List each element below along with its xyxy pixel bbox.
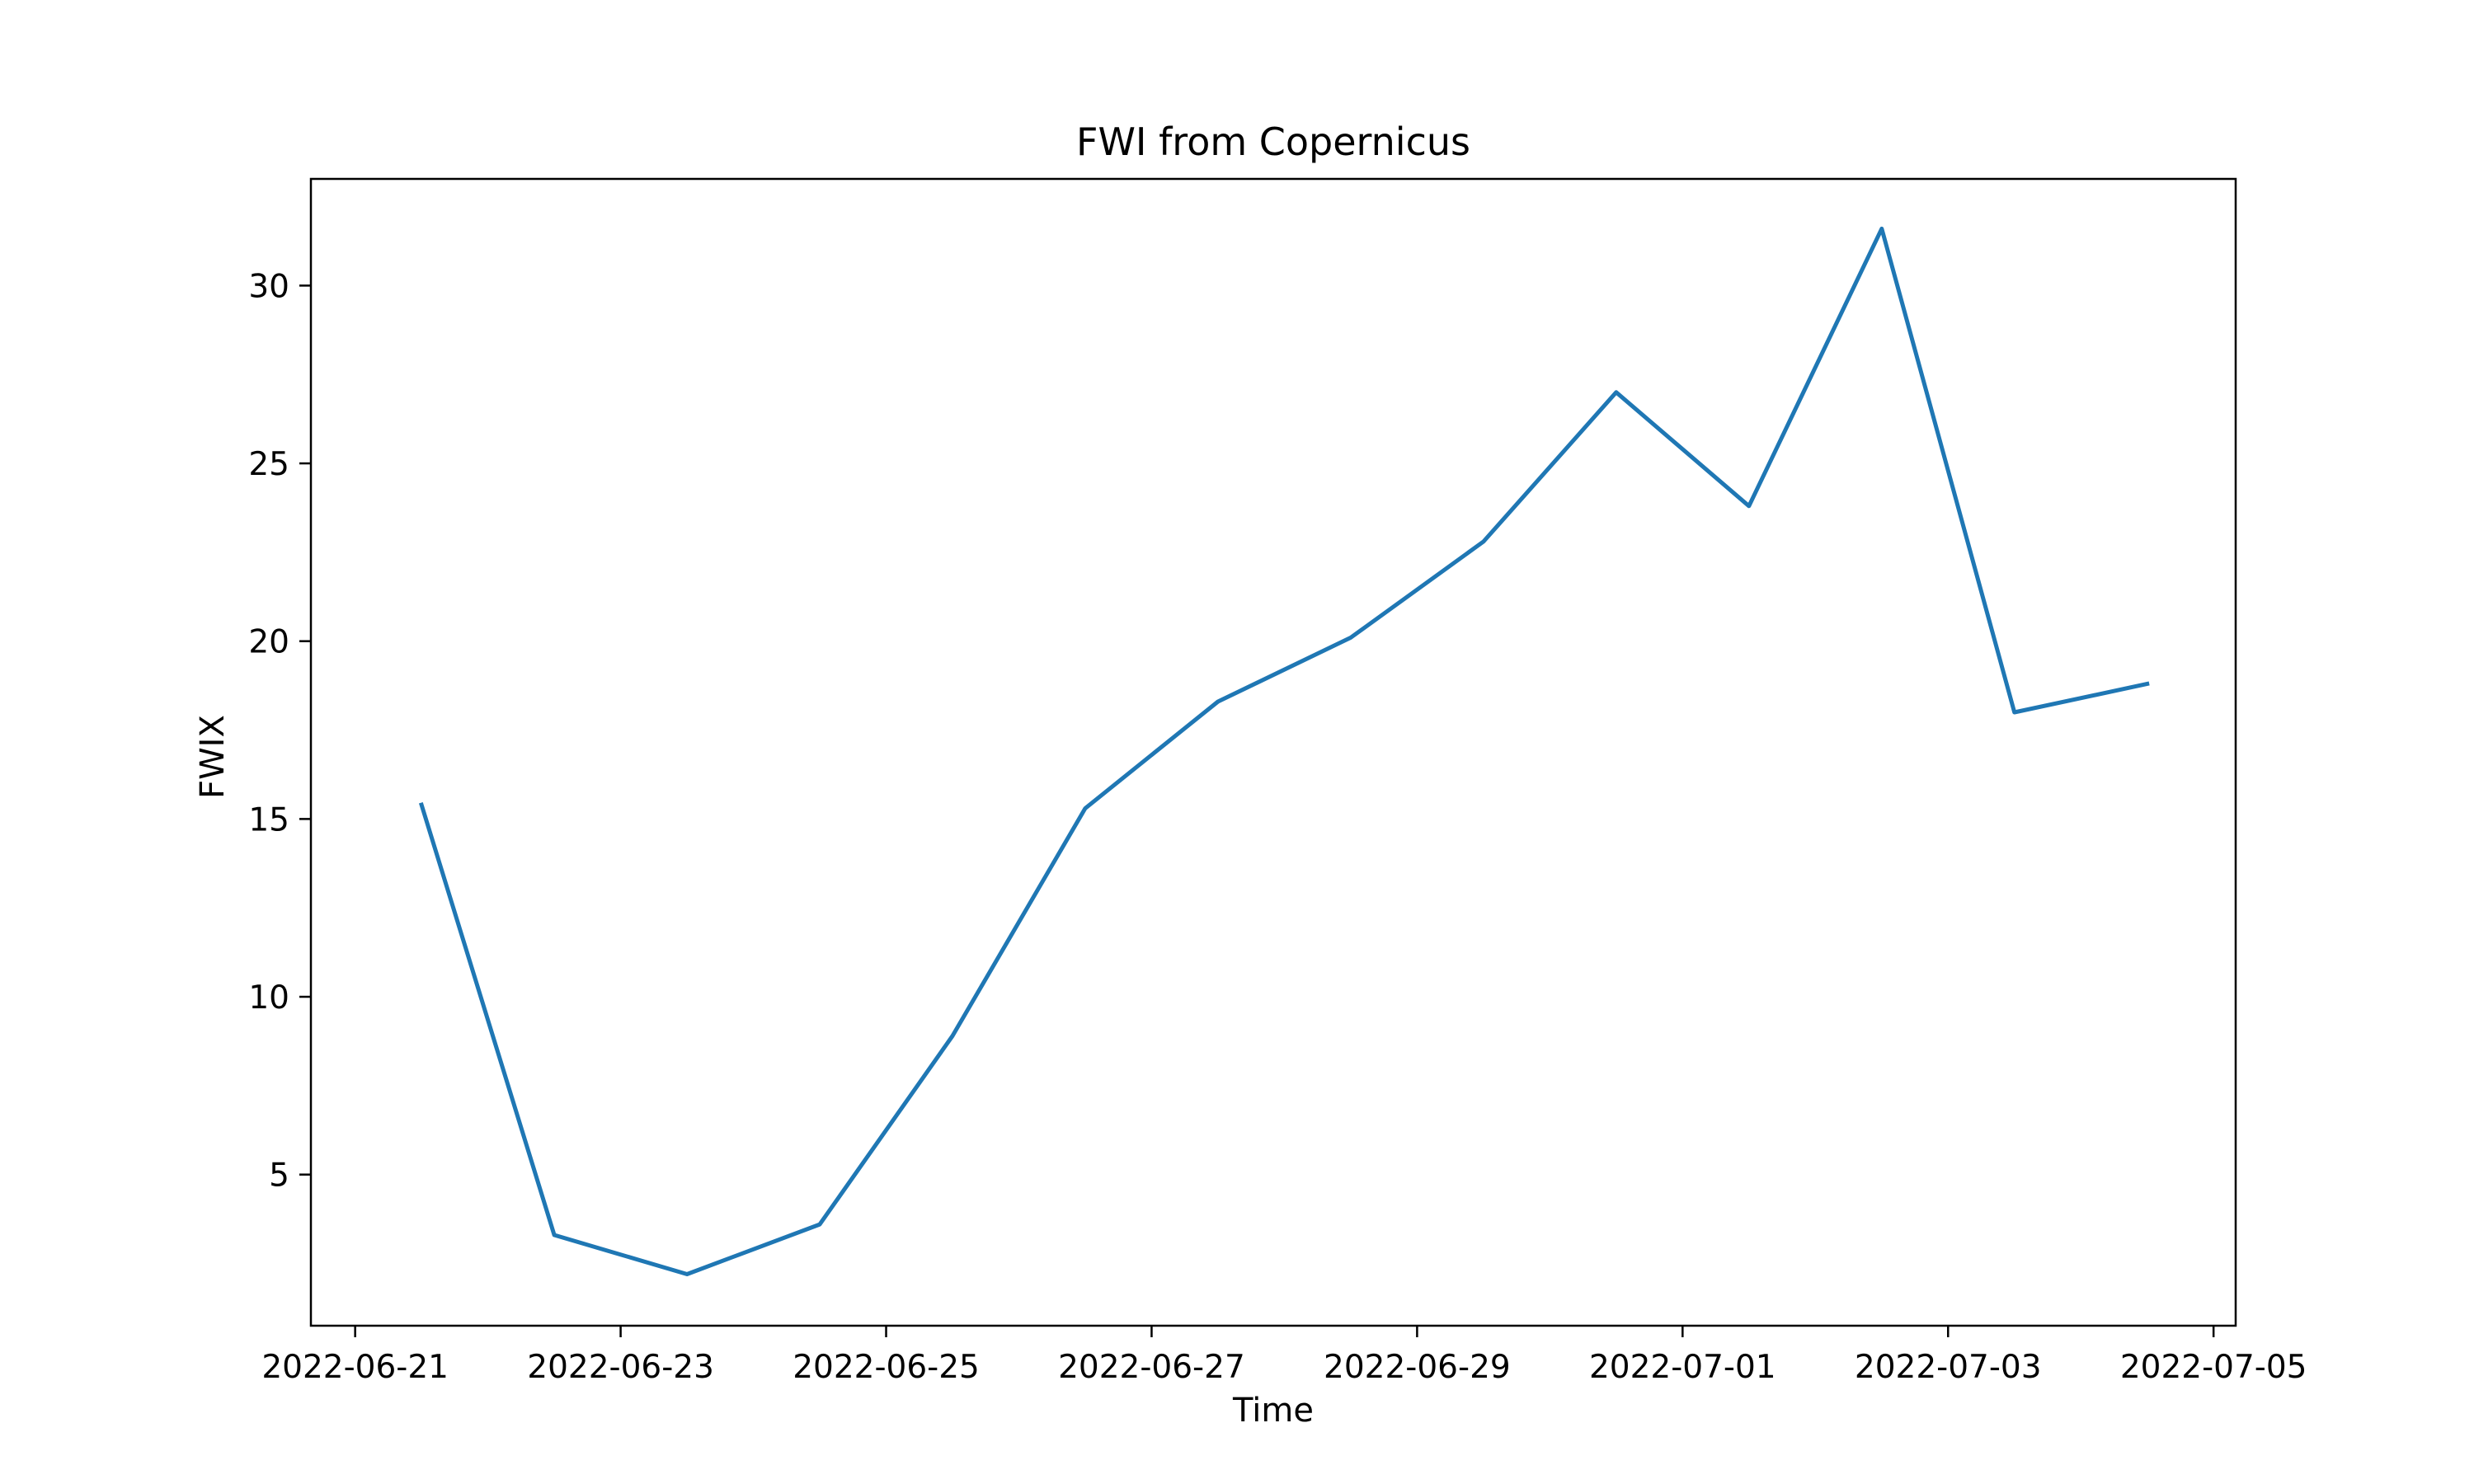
y-axis-label: FWIX — [194, 715, 232, 799]
y-axis: 5 10 15 20 25 30 — [248, 268, 311, 1195]
series-line — [418, 226, 2150, 1276]
y-tick-label: 10 — [248, 979, 289, 1017]
x-tick-label: 2022-06-25 — [793, 1349, 980, 1386]
chart-title: FWI from Copernicus — [1076, 120, 1470, 164]
y-tick-label: 15 — [248, 801, 289, 838]
plot-frame — [309, 177, 2237, 1327]
x-axis: 2022-06-21 2022-06-23 2022-06-25 2022-06-27… — [261, 1326, 2307, 1386]
x-tick-label: 2022-06-23 — [527, 1349, 714, 1386]
y-tick-label: 20 — [248, 624, 289, 661]
y-tick-label: 25 — [248, 446, 289, 483]
y-tick-label: 5 — [269, 1158, 289, 1195]
x-tick-label: 2022-07-03 — [1855, 1349, 2042, 1386]
x-tick-label: 2022-06-21 — [261, 1349, 449, 1386]
x-tick-label: 2022-06-29 — [1324, 1349, 1511, 1386]
series-layer — [418, 226, 2150, 1276]
x-tick-label: 2022-07-01 — [1589, 1349, 1776, 1386]
y-tick-label: 30 — [248, 268, 289, 305]
x-axis-label: Time — [1232, 1392, 1314, 1430]
x-tick-label: 2022-06-27 — [1058, 1349, 1245, 1386]
x-tick-label: 2022-07-05 — [2120, 1349, 2307, 1386]
